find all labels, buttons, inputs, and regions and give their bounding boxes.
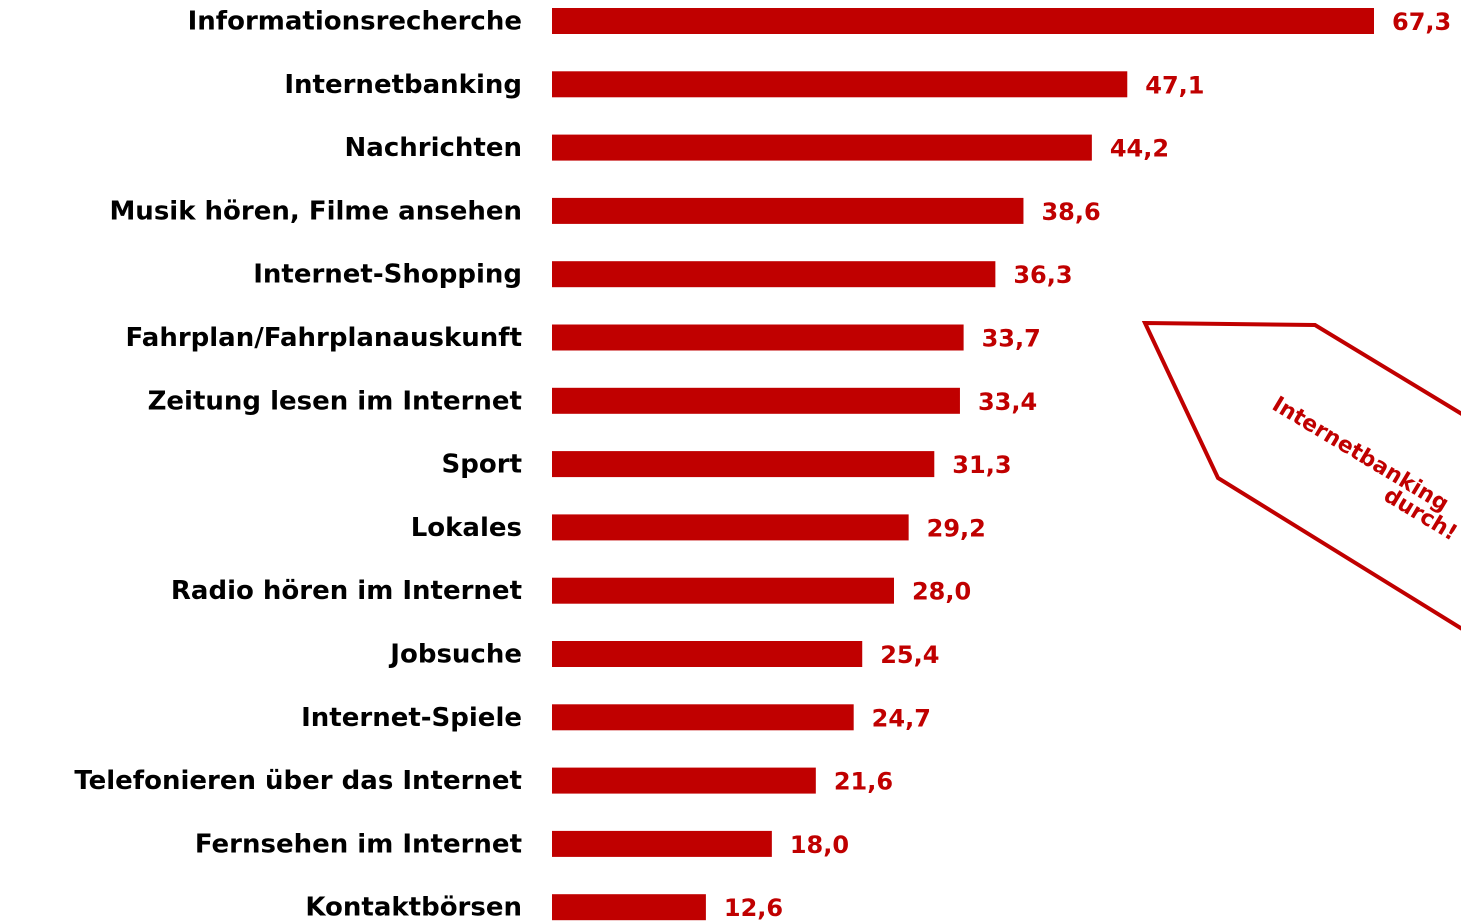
value-label: 24,7: [872, 704, 931, 732]
category-label: Fahrplan/Fahrplanauskunft: [126, 323, 522, 353]
bar: [552, 8, 1374, 34]
category-label: Internetbanking: [284, 70, 522, 100]
value-label: 44,2: [1110, 135, 1169, 163]
bar: [552, 767, 816, 794]
value-label: 47,1: [1145, 71, 1204, 99]
category-label: Kontaktbörsen: [305, 893, 522, 923]
category-label: Lokales: [411, 513, 522, 543]
category-label: Nachrichten: [345, 133, 522, 163]
bar: [552, 134, 1092, 161]
category-label: Telefonieren über das Internet: [74, 766, 522, 796]
bar: [552, 71, 1128, 98]
category-label: Internet-Spiele: [301, 703, 522, 733]
value-label: 25,4: [880, 641, 939, 669]
value-label: 28,0: [912, 578, 971, 606]
bar: [552, 830, 772, 857]
category-label: Sport: [442, 450, 522, 480]
category-label: Informationsrecherche: [188, 7, 522, 37]
value-label: 38,6: [1041, 198, 1100, 226]
callout-arrow: [1141, 320, 1461, 631]
category-label: Musik hören, Filme ansehen: [109, 196, 522, 226]
bar: [552, 451, 935, 478]
bar: [552, 197, 1024, 224]
category-label: Radio hören im Internet: [171, 576, 522, 606]
value-label: 12,6: [724, 894, 783, 922]
bar: [552, 641, 863, 667]
callout: Internetbanking durch!: [1141, 320, 1461, 631]
bar: [552, 577, 894, 604]
value-label: 21,6: [834, 768, 893, 796]
value-label: 29,2: [927, 514, 986, 542]
bar: [552, 387, 960, 414]
category-label: Fernsehen im Internet: [195, 829, 522, 859]
bar: [552, 261, 996, 288]
value-label: 31,3: [952, 451, 1011, 479]
category-label: Jobsuche: [388, 640, 522, 670]
value-label: 33,4: [978, 388, 1037, 416]
bar: [552, 704, 854, 731]
bar: [552, 324, 964, 351]
category-label: Zeitung lesen im Internet: [148, 386, 522, 416]
value-label: 33,7: [982, 325, 1041, 353]
value-label: 67,3: [1392, 8, 1451, 36]
bar: [552, 894, 706, 921]
value-label: 18,0: [790, 831, 849, 859]
value-label: 36,3: [1013, 261, 1072, 289]
category-label: Internet-Shopping: [253, 260, 522, 290]
bar: [552, 514, 909, 541]
